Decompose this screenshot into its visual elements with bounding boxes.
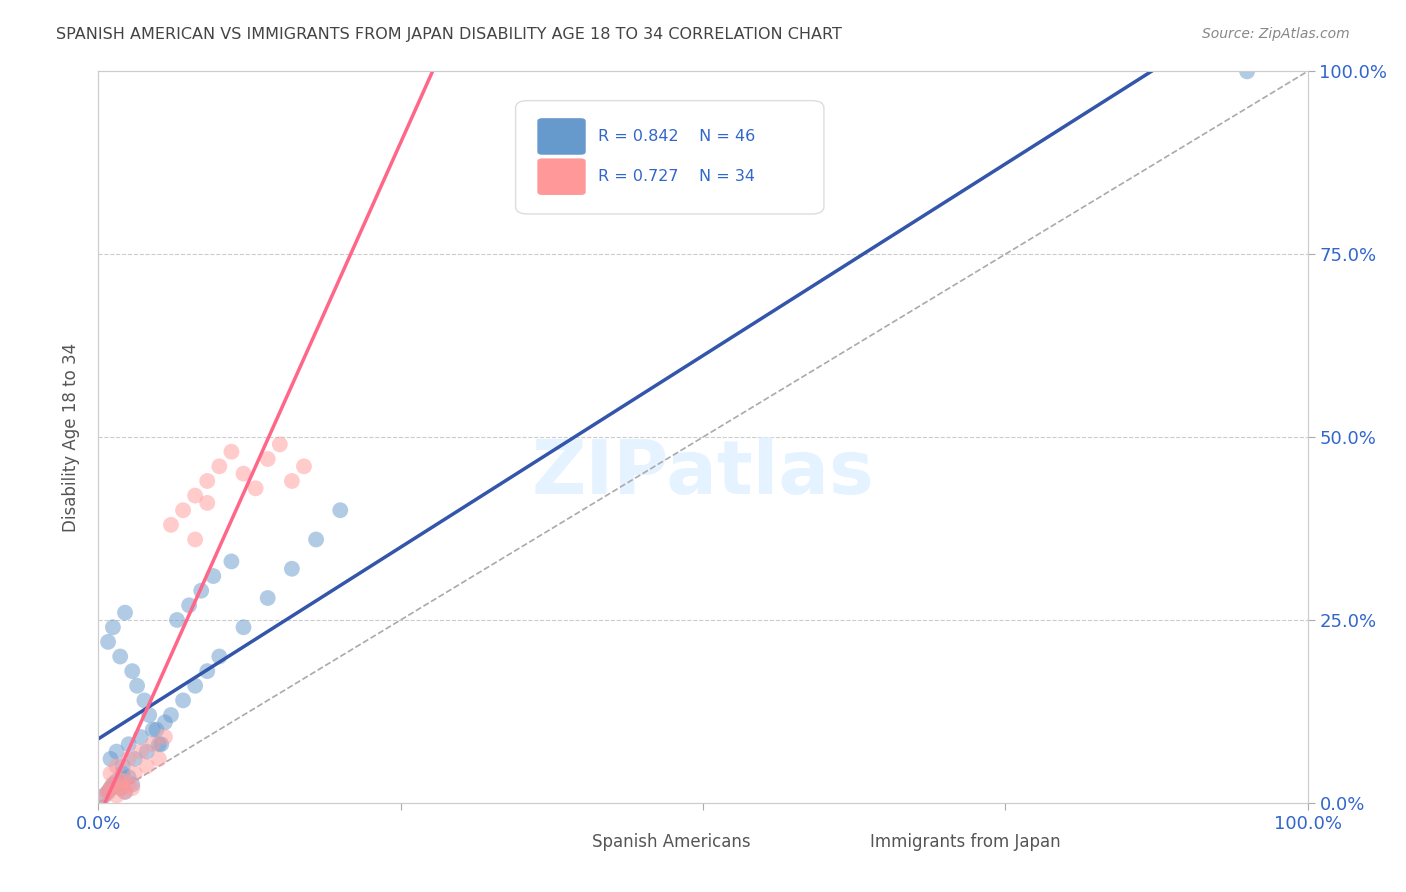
Point: [100, 781, 122, 796]
Point: [232, 620, 254, 634]
Point: [105, 789, 128, 803]
Point: [118, 770, 141, 784]
Point: [111, 781, 134, 796]
FancyBboxPatch shape: [813, 825, 862, 858]
Point: [190, 583, 212, 598]
Point: [129, 730, 152, 744]
FancyBboxPatch shape: [534, 825, 583, 858]
Point: [245, 481, 267, 495]
Point: [101, 778, 124, 792]
Point: [208, 649, 231, 664]
Text: Spanish Americans: Spanish Americans: [592, 832, 751, 851]
Point: [108, 649, 131, 664]
Point: [160, 517, 183, 532]
Point: [142, 737, 165, 751]
Point: [148, 752, 170, 766]
Point: [135, 759, 157, 773]
Point: [105, 773, 128, 788]
Point: [221, 444, 243, 458]
FancyBboxPatch shape: [516, 101, 824, 214]
Point: [108, 781, 131, 796]
Point: [97, 785, 120, 799]
Point: [172, 503, 194, 517]
Point: [232, 467, 254, 481]
Point: [97, 785, 120, 799]
Point: [121, 778, 143, 792]
Point: [150, 737, 173, 751]
Point: [202, 569, 225, 583]
Point: [118, 752, 141, 766]
FancyBboxPatch shape: [537, 159, 586, 195]
Point: [153, 715, 176, 730]
Point: [121, 664, 143, 678]
Point: [195, 496, 218, 510]
Text: R = 0.842    N = 46: R = 0.842 N = 46: [598, 129, 755, 144]
Point: [208, 459, 231, 474]
Text: R = 0.727    N = 34: R = 0.727 N = 34: [598, 169, 755, 184]
FancyBboxPatch shape: [537, 118, 586, 154]
Point: [281, 562, 304, 576]
Point: [105, 759, 128, 773]
Point: [111, 773, 134, 788]
Point: [100, 766, 122, 780]
Point: [172, 693, 194, 707]
Point: [145, 723, 167, 737]
Point: [221, 554, 243, 568]
Point: [195, 664, 218, 678]
Point: [179, 599, 201, 613]
Point: [100, 752, 122, 766]
Point: [108, 773, 131, 788]
Point: [184, 489, 207, 503]
Point: [118, 778, 141, 792]
Point: [329, 503, 352, 517]
Point: [101, 620, 124, 634]
Text: Immigrants from Japan: Immigrants from Japan: [870, 832, 1060, 851]
Point: [184, 533, 207, 547]
Point: [305, 533, 328, 547]
Point: [93, 789, 115, 803]
Point: [118, 737, 141, 751]
Point: [292, 459, 315, 474]
Point: [160, 708, 183, 723]
Point: [101, 778, 124, 792]
Point: [127, 679, 149, 693]
Point: [195, 474, 218, 488]
Text: ZIPatlas: ZIPatlas: [531, 437, 875, 510]
Text: Source: ZipAtlas.com: Source: ZipAtlas.com: [1202, 27, 1350, 41]
Point: [153, 730, 176, 744]
Point: [148, 737, 170, 751]
Point: [111, 759, 134, 773]
Point: [1236, 64, 1258, 78]
Point: [124, 766, 146, 780]
Text: SPANISH AMERICAN VS IMMIGRANTS FROM JAPAN DISABILITY AGE 18 TO 34 CORRELATION CH: SPANISH AMERICAN VS IMMIGRANTS FROM JAPA…: [56, 27, 842, 42]
Point: [281, 474, 304, 488]
Point: [100, 781, 122, 796]
Point: [138, 708, 160, 723]
Point: [142, 723, 165, 737]
Point: [93, 789, 115, 803]
Point: [124, 752, 146, 766]
Point: [111, 766, 134, 780]
Point: [256, 452, 278, 467]
Point: [114, 785, 136, 799]
Y-axis label: Disability Age 18 to 34: Disability Age 18 to 34: [62, 343, 80, 532]
Point: [105, 745, 128, 759]
Point: [256, 591, 278, 605]
Point: [129, 745, 152, 759]
Point: [121, 781, 143, 796]
Point: [269, 437, 291, 451]
Point: [97, 635, 120, 649]
Point: [114, 606, 136, 620]
Point: [134, 693, 156, 707]
Point: [135, 745, 157, 759]
Point: [166, 613, 188, 627]
Point: [184, 679, 207, 693]
Point: [114, 785, 136, 799]
